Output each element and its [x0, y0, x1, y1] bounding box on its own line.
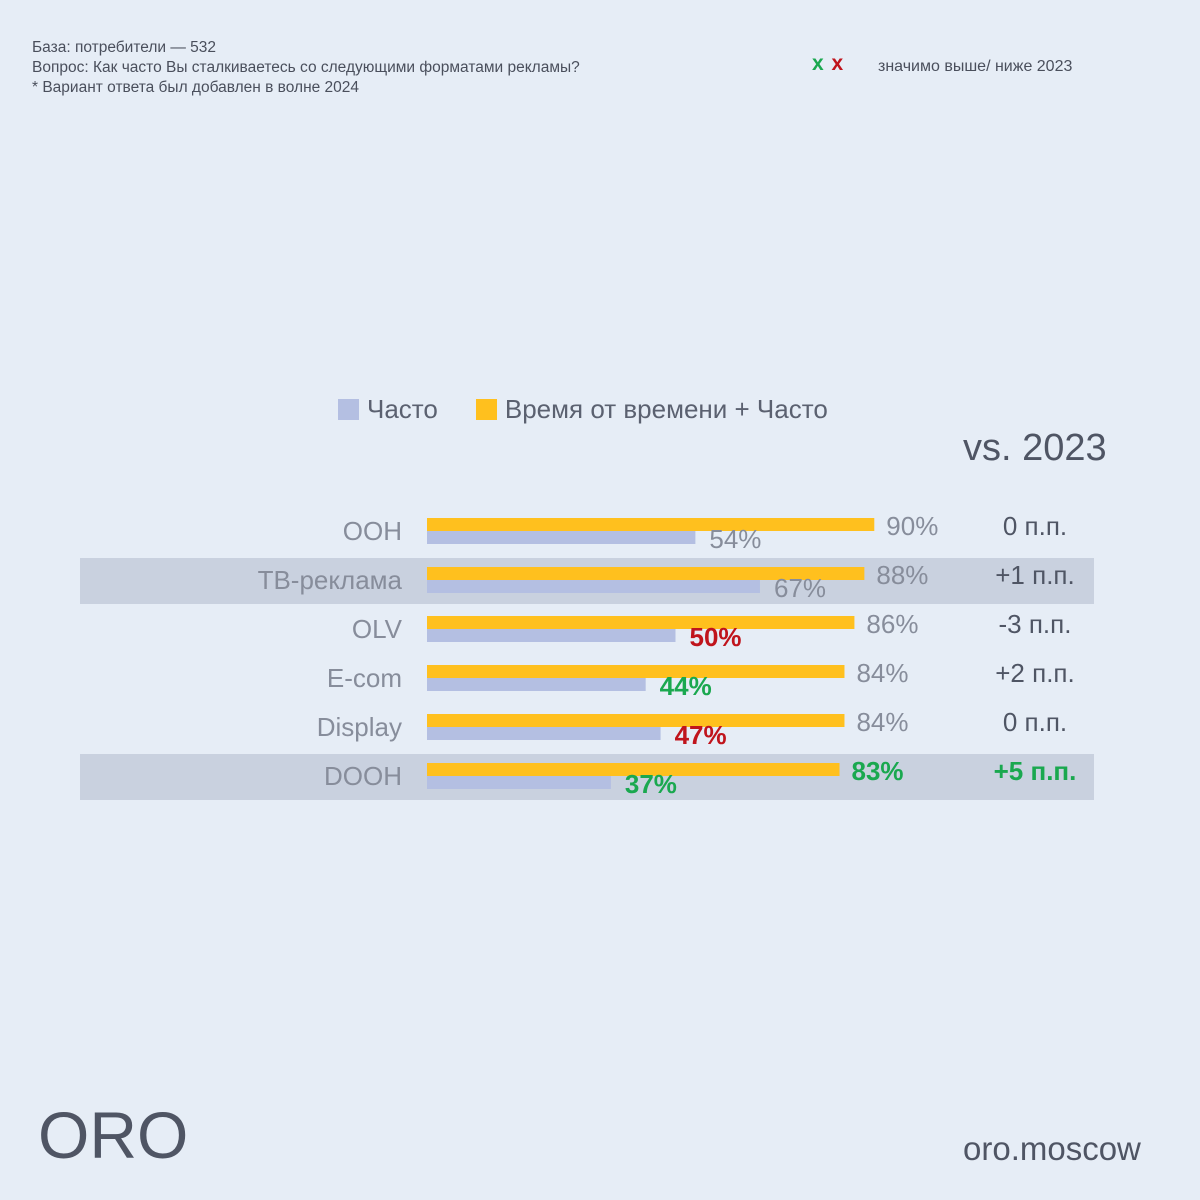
vs-2023-value: +5 п.п.	[994, 756, 1077, 786]
data-label-often: 47%	[675, 720, 727, 750]
data-label-sometimes-often: 84%	[856, 707, 908, 737]
category-label: Display	[317, 712, 402, 742]
data-label-often: 50%	[690, 622, 742, 652]
base-note: База: потребители — 532	[32, 39, 217, 56]
category-label: E-com	[327, 663, 402, 693]
chart-legend: Часто Время от времени + Часто	[338, 394, 866, 425]
vs-2023-value: -3 п.п.	[999, 609, 1072, 639]
bar-often	[427, 776, 611, 789]
legend-item-sometimes-often: Время от времени + Часто	[475, 394, 828, 425]
vs-2023-value: +1 п.п.	[995, 560, 1074, 590]
data-label-often: 54%	[709, 524, 761, 554]
bar-often	[427, 629, 676, 642]
bar-often	[427, 580, 760, 593]
bar-often	[427, 678, 646, 691]
data-label-sometimes-often: 84%	[856, 658, 908, 688]
footnote: * Вариант ответа был добавлен в волне 20…	[32, 79, 360, 96]
question-note: Вопрос: Как часто Вы сталкиваетесь со сл…	[32, 59, 580, 76]
vs-2023-value: 0 п.п.	[1003, 511, 1067, 541]
significance-marks: x x	[812, 52, 844, 76]
legend-item-often: Часто	[338, 394, 438, 425]
significance-down-mark: x	[831, 52, 845, 75]
vs-2023-value: 0 п.п.	[1003, 707, 1067, 737]
oro-logo: ORO	[38, 1100, 188, 1166]
chart-notes: База: потребители — 532 Вопрос: Как част…	[32, 38, 580, 98]
data-label-often: 67%	[774, 573, 826, 603]
legend-swatch-sometimes-often	[475, 399, 497, 420]
legend-swatch-often	[338, 399, 359, 420]
vs-column-title: vs. 2023	[963, 427, 1107, 469]
significance-label: значимо выше/ ниже 2023	[878, 58, 1073, 75]
legend-label-sometimes-often: Время от времени + Часто	[504, 394, 828, 424]
significance-up-mark: x	[812, 52, 825, 75]
data-label-sometimes-often: 83%	[852, 756, 904, 786]
data-label-sometimes-often: 88%	[876, 560, 928, 590]
data-label-often: 37%	[625, 769, 677, 799]
bar-sometimes-often	[427, 518, 875, 531]
oro-logo-text: ORO	[38, 1100, 188, 1166]
category-label: ТВ-реклама	[258, 565, 403, 595]
bar-often	[427, 531, 696, 544]
vs-2023-value: +2 п.п.	[995, 658, 1074, 688]
bar-sometimes-often	[427, 763, 840, 776]
category-label: DOOH	[324, 761, 402, 791]
bar-sometimes-often	[427, 567, 865, 580]
data-label-sometimes-often: 86%	[866, 609, 918, 639]
category-label: OLV	[352, 614, 403, 644]
legend-label-often: Часто	[367, 394, 438, 424]
data-label-often: 44%	[660, 671, 712, 701]
data-label-sometimes-often: 90%	[886, 511, 938, 541]
bar-often	[427, 727, 661, 740]
bar-sometimes-often	[427, 714, 845, 727]
category-label: OOH	[343, 516, 402, 546]
site-url: oro.moscow	[963, 1130, 1141, 1167]
bar-sometimes-often	[427, 665, 845, 678]
bar-sometimes-often	[427, 616, 855, 629]
